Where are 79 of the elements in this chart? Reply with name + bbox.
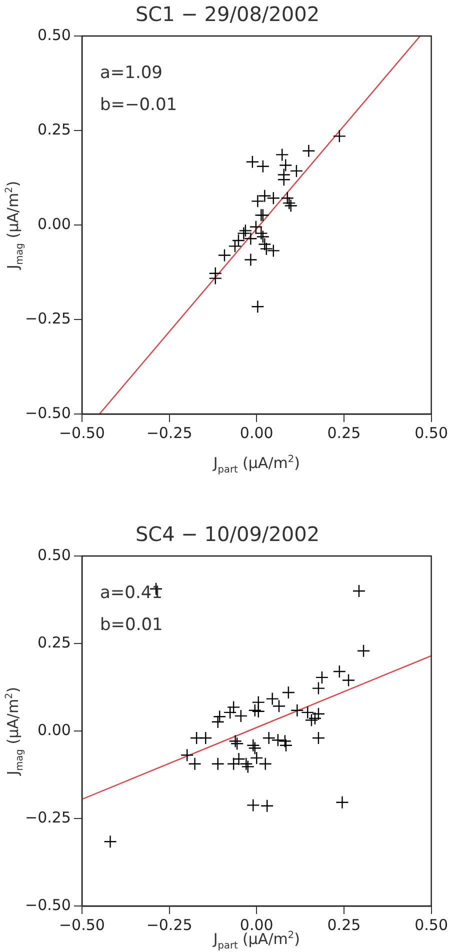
point [226, 757, 240, 770]
y-tick-label: 0.50 [38, 546, 71, 564]
point [241, 760, 254, 774]
point [312, 731, 326, 745]
point [266, 192, 280, 205]
annotation: a=0.41 [100, 583, 162, 603]
y-tick-label: 0.25 [38, 633, 71, 652]
annotation: b=0.01 [100, 615, 163, 635]
point [180, 748, 194, 762]
point [230, 737, 244, 750]
point [246, 738, 260, 752]
y-tick-label: 0.00 [38, 720, 71, 739]
annotation: a=1.09 [100, 63, 162, 83]
x-tick-label: 0.50 [414, 424, 448, 442]
point [262, 731, 276, 745]
point [332, 130, 346, 143]
point [315, 670, 329, 684]
y-tick-label: 0.25 [38, 120, 71, 138]
point [312, 682, 326, 695]
x-tick-label: −0.25 [146, 916, 192, 934]
point [246, 798, 260, 812]
x-tick-label: 0.25 [327, 424, 361, 442]
y-tick-label: 0.00 [38, 214, 71, 233]
y-axis-title: Jmag (μA/m2) [4, 180, 26, 270]
point [248, 704, 262, 717]
y-tick-label: −0.50 [25, 896, 71, 914]
x-tick-label: −0.50 [58, 916, 105, 934]
point [279, 158, 292, 172]
point [188, 757, 202, 770]
point [218, 248, 232, 262]
point [260, 799, 274, 812]
point [251, 300, 264, 314]
x-tick-label: 0.50 [414, 916, 448, 934]
point [352, 584, 366, 598]
point [260, 242, 274, 256]
point [312, 707, 326, 720]
y-tick-label: −0.25 [25, 808, 71, 826]
point [282, 196, 296, 210]
point [256, 160, 270, 174]
point [213, 710, 226, 724]
point [332, 664, 346, 678]
point [282, 686, 296, 700]
point [252, 704, 265, 718]
point [211, 757, 224, 770]
point [248, 742, 262, 755]
point [290, 164, 304, 178]
point [232, 234, 246, 248]
point [228, 240, 242, 253]
annotation: b=−0.01 [100, 95, 178, 115]
point [223, 706, 237, 720]
chart-title: SC1 − 29/08/2002 [135, 2, 320, 26]
point [278, 734, 292, 748]
y-tick-label: −0.25 [25, 309, 71, 328]
point [208, 272, 222, 285]
point [276, 148, 289, 162]
point [228, 734, 242, 748]
x-tick-label: 0.00 [240, 916, 274, 934]
point [256, 230, 270, 244]
point [342, 674, 356, 687]
point [251, 194, 264, 208]
y-axis-title: Jmag (μA/m2) [4, 686, 26, 776]
point [104, 835, 117, 848]
point [336, 796, 349, 809]
point [258, 189, 272, 202]
x-tick-label: −0.50 [58, 424, 105, 442]
y-tick-label: 0.50 [38, 26, 71, 44]
point [211, 715, 224, 728]
point [199, 731, 212, 745]
point [246, 155, 260, 168]
x-tick-label: −0.25 [146, 424, 192, 442]
point [277, 173, 290, 186]
point [244, 253, 258, 266]
point [356, 644, 370, 658]
x-tick-label: 0.00 [240, 424, 274, 442]
chart-title: SC4 − 10/09/2002 [135, 522, 320, 546]
point [302, 144, 316, 158]
y-tick-label: −0.50 [25, 404, 71, 422]
point [290, 704, 304, 717]
x-tick-label: 0.25 [327, 916, 361, 934]
